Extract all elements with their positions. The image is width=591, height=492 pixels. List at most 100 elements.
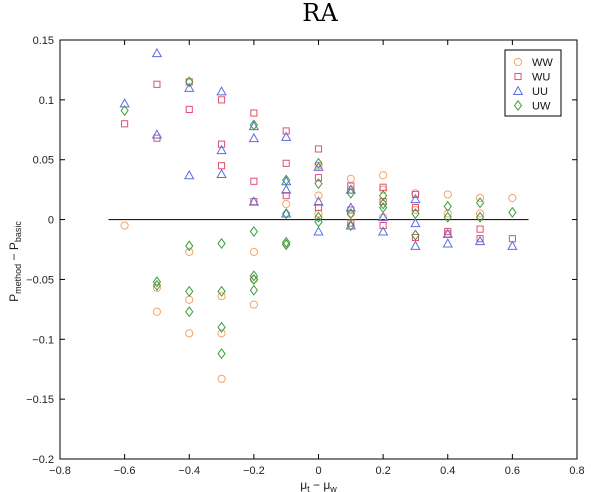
y-tick-label: −0.15: [26, 394, 54, 406]
data-point-uw: [185, 285, 194, 297]
data-point-uw: [282, 174, 291, 186]
legend-marker-uu: [512, 85, 524, 95]
data-point-wu: [218, 96, 226, 104]
y-axis-label-group: Pmethod − Pbasic: [7, 221, 23, 302]
y-axis-label: Pmethod − Pbasic: [7, 221, 23, 302]
data-point-uu: [345, 202, 356, 212]
axis-ticks: [59, 39, 578, 460]
data-point-uw: [411, 229, 420, 241]
data-point-wu: [282, 192, 290, 200]
data-point-wu: [121, 120, 129, 128]
data-point-uw: [282, 236, 291, 248]
data-point-uw: [508, 206, 517, 218]
data-point-ww: [379, 171, 388, 180]
data-point-uu: [151, 47, 163, 58]
x-axis-label-sub1: t: [307, 484, 310, 492]
legend: WW WU UU UW: [504, 49, 562, 117]
data-point-ww: [185, 247, 194, 256]
data-point-uw: [120, 105, 129, 117]
data-point-uu: [377, 211, 389, 222]
legend-marker-uw: [513, 99, 523, 112]
plot-area-frame: [59, 39, 578, 460]
data-point-uw: [249, 226, 259, 238]
legend-marker-wu: [514, 72, 522, 81]
y-tick-label: −0.05: [26, 274, 54, 286]
data-point-uu: [281, 184, 292, 194]
data-point-uu: [184, 169, 195, 180]
data-point-wu: [218, 140, 226, 148]
y-tick-label: 0.15: [33, 35, 54, 47]
data-point-uu: [507, 240, 518, 250]
data-point-uu: [410, 217, 421, 228]
data-point-uw: [443, 211, 452, 223]
series-ww: [120, 161, 517, 383]
series-uw: [120, 76, 517, 360]
data-point-wu: [250, 109, 258, 117]
data-point-uu: [216, 144, 227, 155]
x-tick-label: 0.8: [569, 465, 584, 477]
y-tick-label: 0: [48, 215, 54, 227]
data-point-uu: [442, 228, 453, 238]
data-point-uu: [313, 196, 324, 206]
data-point-uw: [282, 239, 291, 251]
data-point-uu: [442, 238, 453, 248]
data-point-wu: [476, 225, 484, 233]
x-tick-label: −0.2: [243, 465, 265, 477]
data-point-wu: [411, 190, 419, 198]
data-point-uw: [217, 348, 226, 360]
data-point-ww: [411, 189, 420, 198]
data-point-uw: [185, 240, 194, 252]
data-point-ww: [346, 174, 355, 183]
data-point-ww: [152, 307, 162, 316]
x-tick-label: 0.6: [505, 465, 520, 477]
data-point-uw: [314, 216, 323, 228]
data-point-wu: [282, 127, 290, 135]
series-wu: [121, 78, 516, 243]
x-tick-label: 0.4: [440, 465, 455, 477]
data-point-ww: [152, 283, 162, 292]
data-point-uw: [249, 119, 259, 131]
data-point-uw: [152, 279, 162, 291]
y-axis-label-mid: − P: [7, 242, 21, 264]
legend-label-wu: WU: [532, 72, 550, 84]
data-point-uw: [185, 306, 194, 318]
data-point-uu: [345, 184, 356, 194]
data-point-uw: [152, 276, 162, 288]
x-tick-label: 0.2: [375, 465, 390, 477]
data-point-uw: [282, 208, 291, 220]
data-point-ww: [249, 247, 258, 256]
data-point-uw: [217, 321, 226, 333]
data-point-uu: [345, 220, 356, 230]
data-point-uw: [378, 190, 388, 202]
data-point-uu: [248, 132, 260, 143]
data-point-ww: [282, 199, 291, 209]
data-point-ww: [508, 193, 517, 203]
data-point-uw: [378, 198, 388, 210]
data-point-uw: [475, 197, 485, 209]
data-point-uw: [475, 211, 485, 223]
data-point-ww: [217, 329, 226, 338]
data-point-wu: [314, 204, 323, 212]
data-point-ww: [443, 190, 452, 199]
x-tick-label: −0.6: [114, 465, 136, 477]
series-uu: [119, 47, 518, 250]
data-point-uu: [313, 161, 324, 171]
data-point-ww: [249, 300, 258, 309]
data-point-ww: [217, 292, 226, 301]
data-point-uw: [314, 178, 323, 190]
data-point-wu: [314, 145, 323, 153]
data-point-uu: [216, 86, 227, 96]
data-point-wu: [282, 159, 290, 167]
data-point-ww: [379, 185, 388, 194]
x-tick-label: −0.4: [178, 465, 200, 477]
data-point-uw: [314, 211, 323, 223]
data-point-uw: [249, 270, 259, 282]
data-point-wu: [153, 80, 161, 88]
y-tick-label: −0.2: [32, 454, 54, 466]
data-point-uu: [410, 240, 421, 250]
data-point-uw: [411, 208, 420, 220]
legend-label-uw: UW: [532, 101, 551, 113]
data-point-wu: [347, 206, 355, 214]
y-axis-label-sub2: basic: [13, 221, 23, 243]
legend-label-ww: WW: [532, 57, 553, 69]
